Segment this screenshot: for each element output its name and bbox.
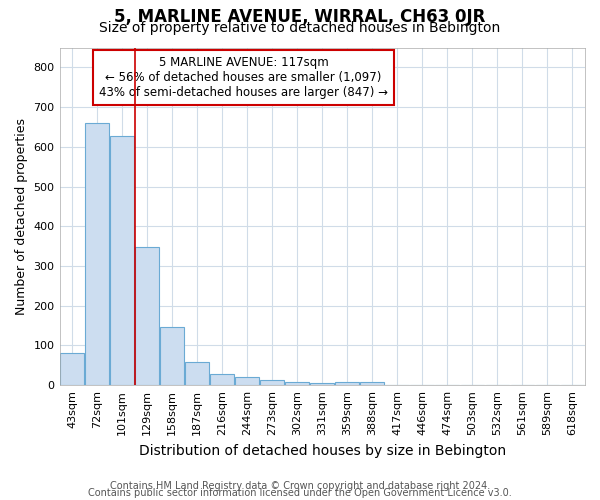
- Text: Size of property relative to detached houses in Bebington: Size of property relative to detached ho…: [100, 21, 500, 35]
- Bar: [85, 123, 109, 385]
- Bar: [310, 383, 334, 385]
- Bar: [60, 352, 84, 385]
- Bar: [235, 377, 259, 385]
- Bar: [185, 362, 209, 385]
- Text: 5, MARLINE AVENUE, WIRRAL, CH63 0JR: 5, MARLINE AVENUE, WIRRAL, CH63 0JR: [115, 8, 485, 26]
- Bar: [361, 382, 384, 385]
- Bar: [286, 382, 309, 385]
- X-axis label: Distribution of detached houses by size in Bebington: Distribution of detached houses by size …: [139, 444, 506, 458]
- Bar: [260, 380, 284, 385]
- Bar: [135, 247, 159, 385]
- Bar: [160, 327, 184, 385]
- Text: Contains HM Land Registry data © Crown copyright and database right 2024.: Contains HM Land Registry data © Crown c…: [110, 481, 490, 491]
- Text: Contains public sector information licensed under the Open Government Licence v3: Contains public sector information licen…: [88, 488, 512, 498]
- Bar: [210, 374, 234, 385]
- Text: 5 MARLINE AVENUE: 117sqm
← 56% of detached houses are smaller (1,097)
43% of sem: 5 MARLINE AVENUE: 117sqm ← 56% of detach…: [99, 56, 388, 99]
- Y-axis label: Number of detached properties: Number of detached properties: [15, 118, 28, 315]
- Bar: [335, 382, 359, 385]
- Bar: [110, 136, 134, 385]
